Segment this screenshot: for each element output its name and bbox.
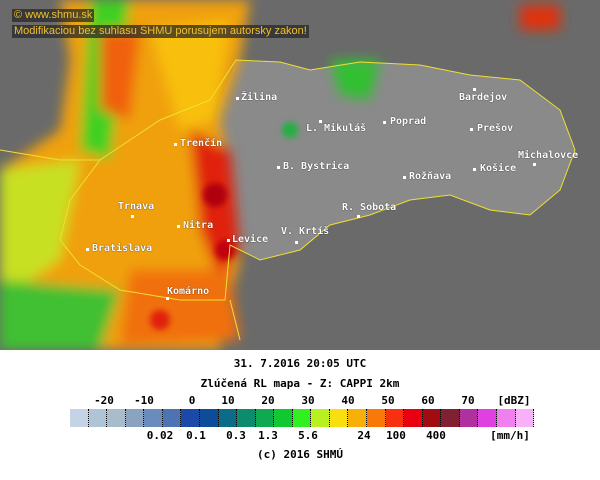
color-swatch (70, 409, 89, 427)
city-label: B. Bystrica (283, 161, 350, 172)
radar-map[interactable] (0, 0, 600, 350)
rain-tick: 24 (357, 429, 371, 442)
dbz-tick: 10 (221, 394, 235, 407)
color-swatch (181, 409, 200, 427)
rain-tick: 5.6 (298, 429, 318, 442)
city-label: Poprad (390, 116, 427, 127)
city-marker (319, 120, 322, 123)
product-label: Zlúčená RL mapa - Z: CAPPI 2km (200, 377, 400, 390)
color-swatch (367, 409, 386, 427)
city-label: Michalovce (518, 150, 579, 161)
dbz-tick: -20 (94, 394, 114, 407)
copyright-warning: Modifikaciou bez suhlasu SHMU porusujem … (12, 25, 309, 38)
site-credit: © www.shmu.sk (12, 9, 95, 22)
city-label: Bratislava (92, 243, 153, 254)
city-marker (86, 248, 89, 251)
color-swatch (255, 409, 275, 427)
city-label: L. Mikuláš (306, 123, 367, 134)
city-marker (470, 128, 473, 131)
color-swatch (88, 409, 108, 427)
city-marker (236, 97, 239, 100)
color-swatch (199, 409, 219, 427)
city-marker (533, 163, 536, 166)
rain-tick: 1.3 (258, 429, 278, 442)
city-label: Košice (480, 163, 517, 174)
color-swatch (162, 409, 182, 427)
dbz-tick: 20 (261, 394, 275, 407)
dbz-tick: 40 (341, 394, 355, 407)
city-marker (131, 215, 134, 218)
rain-tick: 0.3 (226, 429, 246, 442)
city-marker (277, 166, 280, 169)
city-marker (177, 225, 180, 228)
rain-unit: [mm/h] (490, 429, 530, 442)
color-swatch (218, 409, 238, 427)
copyright-label: (c) 2016 SHMÚ (256, 448, 344, 461)
borders (0, 59, 576, 341)
city-label: Levice (232, 234, 269, 245)
dbz-tick: 60 (421, 394, 435, 407)
city-label: Nitra (183, 220, 214, 231)
color-swatch (404, 409, 423, 427)
precipitation-echoes (0, 0, 560, 350)
dbz-tick: 0 (188, 394, 196, 407)
rain-tick: 400 (426, 429, 446, 442)
city-marker (357, 215, 360, 218)
city-label: Trenčín (180, 138, 223, 149)
dbz-tick: 70 (461, 394, 475, 407)
rain-tick: 100 (386, 429, 406, 442)
color-swatch (311, 409, 330, 427)
city-marker (473, 168, 476, 171)
color-scale-bar (70, 409, 535, 427)
city-label: Trnava (118, 201, 155, 212)
color-swatch (459, 409, 479, 427)
city-label: Prešov (477, 123, 514, 134)
dbz-tick: -10 (134, 394, 154, 407)
color-swatch (478, 409, 497, 427)
rain-tick: 0.1 (186, 429, 206, 442)
color-swatch (237, 409, 256, 427)
color-swatch (274, 409, 293, 427)
dbz-unit: [dBZ] (497, 394, 531, 407)
color-swatch (385, 409, 405, 427)
city-label: Bardejov (459, 92, 508, 103)
city-label: V. Krtíš (281, 226, 330, 237)
slovakia-region (210, 60, 575, 260)
city-label: R. Sobota (342, 202, 397, 213)
city-marker (403, 176, 406, 179)
rain-tick: 0.02 (146, 429, 174, 442)
color-swatch (348, 409, 367, 427)
dbz-tick: 50 (381, 394, 395, 407)
color-swatch (441, 409, 460, 427)
city-label: Žilina (241, 92, 278, 103)
datetime-label: 31. 7.2016 20:05 UTC (233, 357, 367, 370)
color-swatch (144, 409, 163, 427)
city-marker (174, 143, 177, 146)
color-swatch (125, 409, 145, 427)
color-swatch (107, 409, 126, 427)
city-marker (227, 239, 230, 242)
dbz-tick: 30 (301, 394, 315, 407)
color-swatch (329, 409, 349, 427)
color-swatch (422, 409, 442, 427)
city-marker (166, 297, 169, 300)
city-marker (473, 88, 476, 91)
color-swatch (515, 409, 535, 427)
color-swatch (292, 409, 312, 427)
city-label: Rožňava (409, 171, 452, 182)
city-marker (295, 241, 298, 244)
city-marker (383, 121, 386, 124)
city-label: Komárno (167, 286, 210, 297)
color-swatch (496, 409, 516, 427)
